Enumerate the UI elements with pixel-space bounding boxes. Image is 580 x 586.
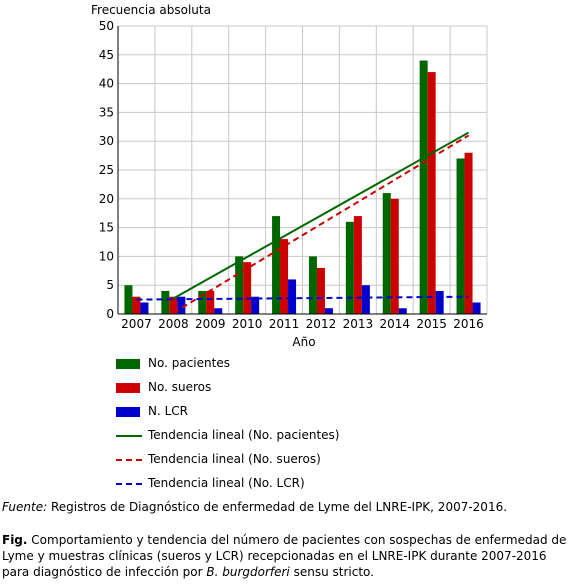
legend-label: No. pacientes [148, 356, 230, 370]
source-text: Registros de Diagnóstico de enfermedad d… [47, 500, 508, 514]
y-tick-label: 35 [99, 105, 114, 119]
bar [345, 221, 354, 314]
y-tick-label: 50 [99, 19, 114, 33]
bar [161, 290, 170, 314]
y-tick-label: 30 [99, 134, 114, 148]
chart: 0 5 10 15 20 25 30 35 40 45 50 2007 2008 2009 2010 2011… [91, 3, 488, 349]
bar [398, 308, 407, 314]
legend-swatch [116, 359, 140, 369]
bar [353, 216, 362, 314]
legend-label: Tendencia lineal (No. sueros) [148, 452, 321, 466]
legend-item: No. sueros [116, 376, 536, 400]
y-tick-label: 0 [106, 307, 114, 321]
legend-item: No. pacientes [116, 352, 536, 376]
bar [235, 256, 244, 314]
bar [177, 296, 186, 314]
bar [390, 198, 399, 314]
y-axis-title: Frecuencia absoluta [91, 3, 211, 17]
bar [456, 158, 465, 314]
bar [288, 279, 297, 314]
bar [382, 193, 391, 314]
y-tick-label: 45 [99, 48, 114, 62]
x-tick-label: 2014 [379, 317, 410, 331]
legend-label: N. LCR [148, 404, 189, 418]
y-tick-label: 25 [99, 163, 114, 177]
bar [140, 302, 149, 314]
x-axis-title: Año [292, 335, 315, 349]
legend-item: Tendencia lineal (No. pacientes) [116, 424, 536, 448]
bar [251, 296, 260, 314]
x-tick-label: 2011 [269, 317, 300, 331]
y-tick-label: 10 [99, 249, 114, 263]
legend-line [116, 483, 142, 485]
bar [214, 308, 223, 314]
trendline [172, 131, 470, 300]
legend-label: Tendencia lineal (No. LCR) [148, 476, 305, 490]
legend-item: Tendencia lineal (No. sueros) [116, 448, 536, 472]
bar [243, 262, 252, 314]
trendlines [136, 131, 470, 314]
x-tick-label: 2008 [158, 317, 189, 331]
bar [472, 302, 481, 314]
bar [316, 267, 325, 314]
x-tick-label: 2007 [121, 317, 152, 331]
y-tick-label: 5 [106, 278, 114, 292]
bar [169, 296, 178, 314]
bar [280, 239, 289, 314]
caption-text: Comportamiento y tendencia del número de… [2, 533, 567, 579]
x-tick-label: 2009 [195, 317, 226, 331]
axes: 0 5 10 15 20 25 30 35 40 45 50 2007 2008 2009 2010 2011… [99, 19, 487, 331]
bar [132, 296, 141, 314]
figure-caption: Fig. Comportamiento y tendencia del núme… [2, 532, 577, 580]
y-tick-label: 20 [99, 192, 114, 206]
legend-swatch [116, 407, 140, 417]
bar [124, 285, 133, 314]
bar [464, 152, 473, 314]
legend-line [116, 459, 142, 461]
legend-item: Tendencia lineal (No. LCR) [116, 472, 536, 496]
bars [124, 60, 481, 315]
trendline [172, 134, 470, 314]
y-tick-label: 40 [99, 77, 114, 91]
bar [419, 60, 428, 315]
trendline [136, 295, 469, 301]
bar [324, 308, 333, 314]
source-label: Fuente: [2, 500, 48, 514]
caption-text-end: sensu stricto. [289, 565, 374, 579]
legend-label: Tendencia lineal (No. pacientes) [148, 428, 340, 442]
caption-species: B. burgdorferi [206, 565, 290, 579]
bar [272, 216, 281, 314]
x-tick-label: 2010 [232, 317, 263, 331]
source-note: Fuente: Registros de Diagnóstico de enfe… [2, 499, 507, 515]
caption-label: Fig. [2, 533, 28, 547]
bar [435, 290, 444, 314]
legend-label: No. sueros [148, 380, 212, 394]
x-tick-label: 2013 [343, 317, 374, 331]
bar [308, 256, 317, 314]
bar [206, 290, 215, 314]
y-tick-label: 15 [99, 221, 114, 235]
bar [198, 290, 207, 314]
x-tick-label: 2012 [306, 317, 337, 331]
bar [361, 285, 370, 314]
bar [427, 72, 436, 314]
x-tick-label: 2016 [453, 317, 484, 331]
x-tick-label: 2015 [416, 317, 447, 331]
legend-swatch [116, 383, 140, 393]
legend: No. pacientes No. sueros N. LCR Tendencia l… [116, 352, 536, 496]
legend-line [116, 435, 142, 437]
legend-item: N. LCR [116, 400, 536, 424]
